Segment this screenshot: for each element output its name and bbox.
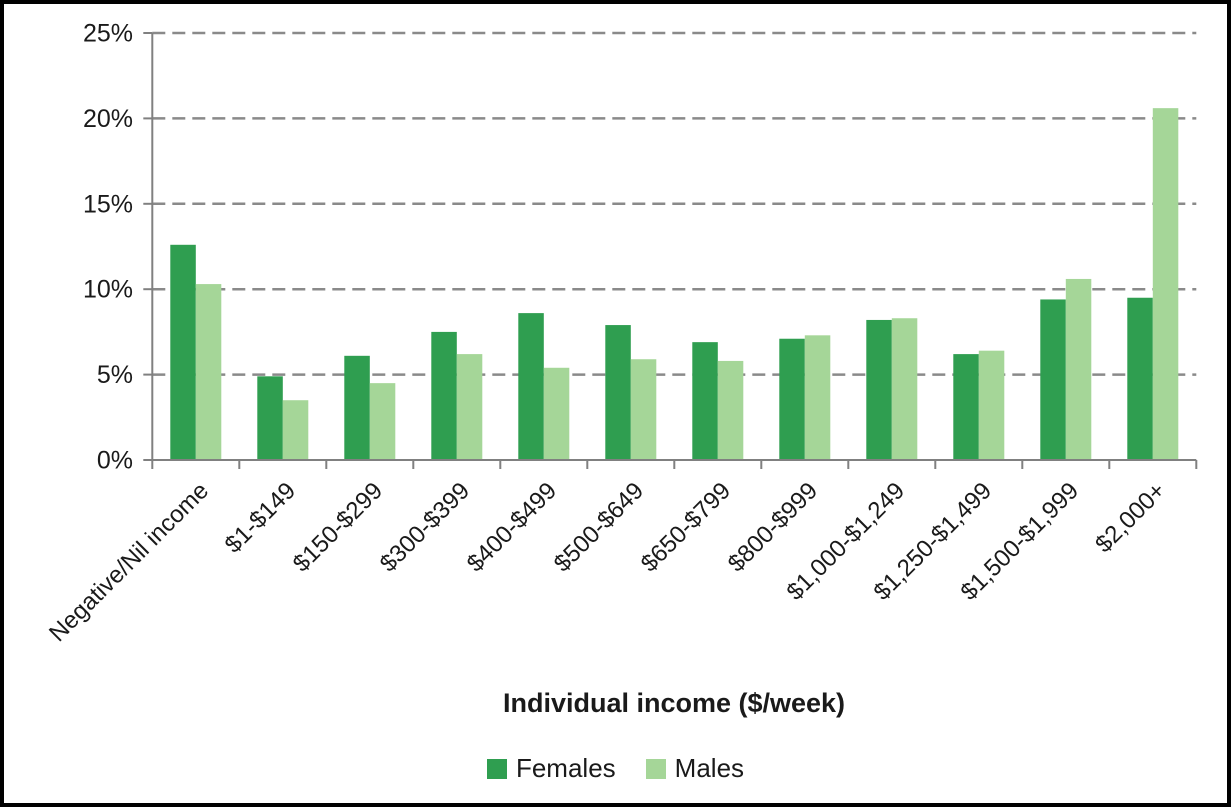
x-category-label-11: $2,000+ xyxy=(1090,477,1171,558)
bar-females-9 xyxy=(953,354,979,460)
income-distribution-bar-chart: 0% 5% 10% 15% 20% 25% Negative/Nil income $1-$1… xyxy=(44,20,1198,647)
bar-females-2 xyxy=(344,355,370,460)
x-category-label-2: $150-$299 xyxy=(288,477,388,577)
bar-males-6 xyxy=(717,360,744,460)
legend-swatch-males xyxy=(645,758,666,779)
bar-males-2 xyxy=(369,383,396,460)
legend-item-females: Females xyxy=(486,753,616,784)
x-category-label-0: Negative/Nil income xyxy=(44,477,214,647)
x-category-label-3: $300-$399 xyxy=(375,477,475,577)
y-tick-label: 10% xyxy=(83,276,133,304)
bar-males-11 xyxy=(1152,108,1179,460)
legend-label-females: Females xyxy=(515,753,616,783)
bar-females-5 xyxy=(605,325,631,460)
x-category-label-4: $400-$499 xyxy=(462,477,562,577)
bar-females-3 xyxy=(431,331,457,460)
bar-females-10 xyxy=(1040,299,1066,460)
chart-legend: Females Males xyxy=(4,753,1227,784)
bar-females-8 xyxy=(866,319,892,460)
y-tick-label: 20% xyxy=(83,105,133,133)
y-tick-label: 0% xyxy=(97,447,133,475)
bar-males-9 xyxy=(978,350,1005,460)
bar-females-6 xyxy=(692,342,718,460)
bar-females-1 xyxy=(257,376,283,460)
y-tick-label: 25% xyxy=(83,20,133,48)
x-category-label-6: $650-$799 xyxy=(636,477,736,577)
bar-males-10 xyxy=(1065,278,1092,460)
bar-females-0 xyxy=(170,244,196,460)
bar-males-8 xyxy=(891,318,918,460)
bar-females-11 xyxy=(1127,297,1153,460)
legend-item-males: Males xyxy=(645,753,745,784)
bar-males-3 xyxy=(456,354,483,460)
y-tick-label: 5% xyxy=(97,361,133,389)
bar-males-7 xyxy=(804,335,831,460)
bar-males-1 xyxy=(282,400,309,460)
bar-females-4 xyxy=(518,313,544,460)
bar-females-7 xyxy=(779,338,805,460)
legend-label-males: Males xyxy=(674,753,745,783)
x-category-label-1: $1-$149 xyxy=(220,477,301,558)
chart-background: 0% 5% 10% 15% 20% 25% Negative/Nil income $1-$1… xyxy=(4,4,1227,803)
x-axis-title: Individual income ($/week) xyxy=(502,688,846,718)
y-tick-label: 15% xyxy=(83,190,133,218)
bar-males-5 xyxy=(630,359,657,460)
legend-swatch-females xyxy=(486,758,507,779)
bar-males-0 xyxy=(195,284,222,460)
bar-males-4 xyxy=(543,367,570,460)
x-category-label-5: $500-$649 xyxy=(549,477,649,577)
